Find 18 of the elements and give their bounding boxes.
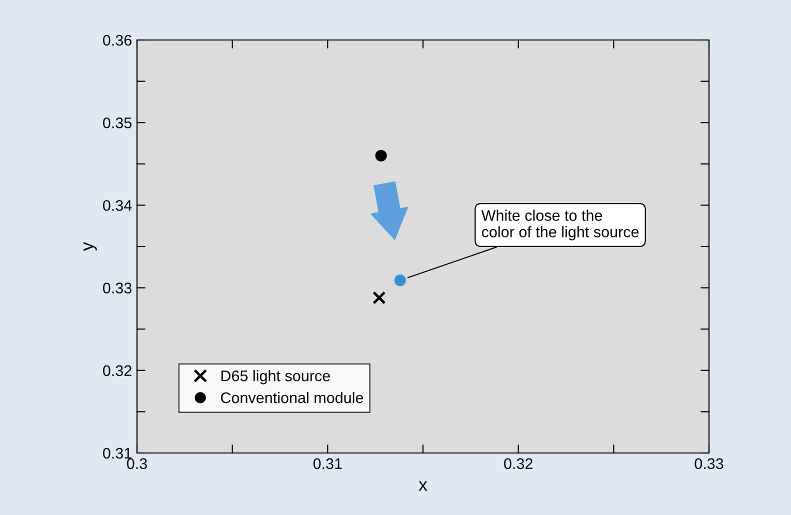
x-axis-title: x [418,481,428,491]
x-tick-label: 0.32 [504,458,532,470]
point [375,150,387,162]
y-tick-label: 0.33 [103,282,132,294]
annotation: White close to the color of the light source [481,210,639,240]
legend-label: Conventional module [220,392,364,404]
x-tick-label: 0.31 [313,458,342,470]
y-tick-label: 0.31 [103,448,132,459]
x-tick-label: 0.3 [126,458,147,470]
legend-label: D65 light source [221,370,330,384]
point [394,274,406,286]
y-axis-title: y [84,242,97,251]
point [372,291,386,304]
y-tick-label: 0.34 [103,200,132,211]
y-tick-label: 0.35 [103,117,132,128]
y-tick-label: 0.32 [103,365,132,376]
y-tick-label: 0.36 [103,34,132,46]
x-tick-label: 0.33 [694,458,724,470]
